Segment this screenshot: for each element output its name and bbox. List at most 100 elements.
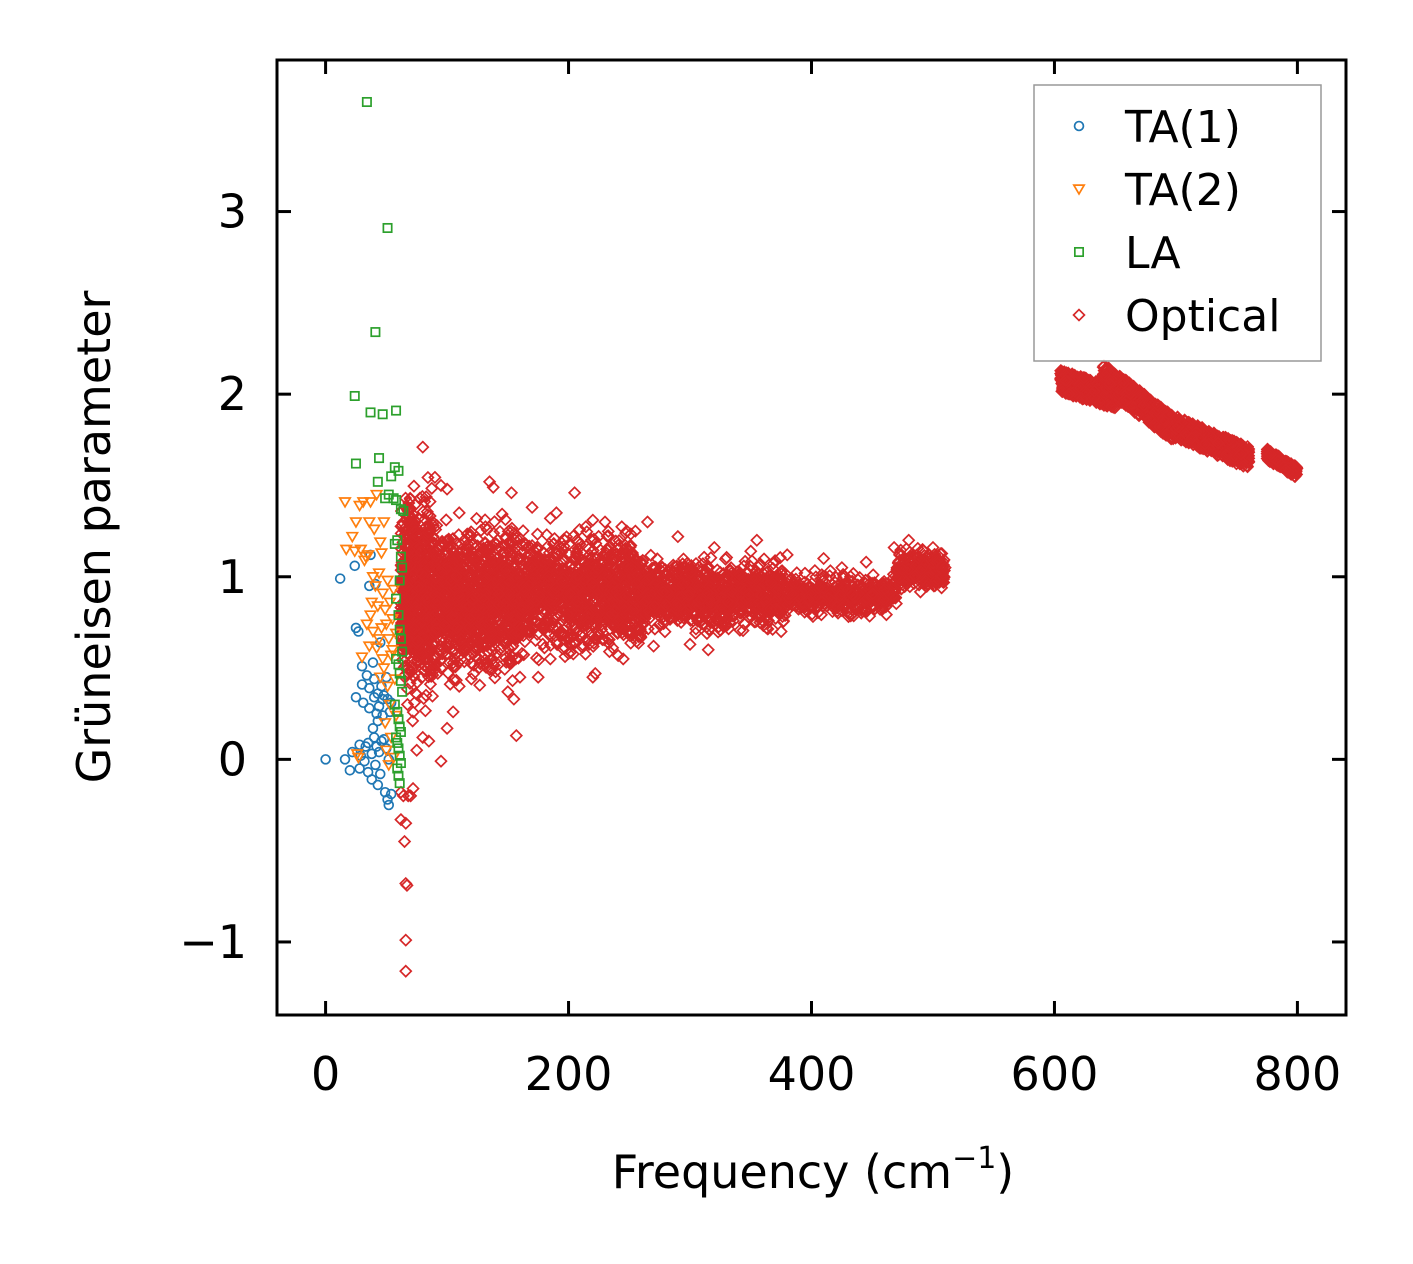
optical-point — [456, 579, 470, 593]
optical-point — [570, 545, 584, 559]
optical-point — [397, 528, 411, 543]
optical-point — [830, 600, 844, 614]
optical-point — [434, 652, 448, 667]
optical-point — [677, 560, 691, 574]
optical-point — [579, 592, 594, 606]
optical-point — [551, 543, 565, 557]
optical-point — [704, 614, 718, 628]
optical-point — [499, 620, 514, 634]
optical-point — [1073, 381, 1088, 395]
optical-point — [593, 586, 607, 601]
optical-point — [748, 582, 762, 596]
optical-point — [710, 571, 724, 585]
optical-point — [502, 585, 517, 599]
optical-point — [696, 617, 710, 632]
optical-point — [570, 594, 585, 608]
optical-point — [442, 634, 456, 649]
optical-point — [429, 616, 444, 631]
optical-point — [557, 532, 571, 546]
optical-point — [774, 570, 788, 585]
optical-point — [477, 574, 491, 588]
optical-point — [714, 598, 729, 612]
optical-point — [445, 612, 459, 626]
optical-point — [515, 646, 529, 661]
optical-point — [919, 574, 933, 588]
optical-point — [423, 494, 437, 509]
optical-point — [484, 551, 498, 565]
optical-point — [1067, 372, 1081, 386]
optical-point — [684, 565, 698, 579]
optical-point — [549, 619, 564, 634]
optical-point — [523, 548, 537, 562]
optical-point — [488, 642, 502, 656]
optical-point — [430, 594, 444, 608]
optical-point — [549, 581, 563, 595]
optical-point — [679, 606, 693, 620]
optical-point — [596, 632, 611, 646]
optical-point — [561, 581, 576, 595]
optical-point — [622, 548, 636, 562]
optical-point — [576, 586, 590, 601]
optical-point — [461, 537, 475, 551]
optical-point — [620, 524, 634, 538]
optical-point — [409, 655, 423, 669]
optical-point — [586, 580, 601, 594]
optical-point — [656, 591, 671, 605]
optical-point — [1093, 395, 1107, 409]
optical-point — [811, 581, 825, 596]
optical-point — [579, 565, 593, 579]
optical-point — [750, 610, 764, 624]
optical-point — [425, 689, 440, 703]
optical-point — [761, 569, 776, 583]
optical-point — [591, 625, 605, 639]
optical-point — [397, 611, 412, 625]
optical-point — [562, 617, 576, 631]
optical-point — [652, 617, 666, 632]
optical-point — [676, 552, 691, 566]
optical-point — [647, 599, 662, 614]
optical-point — [635, 580, 650, 595]
optical-point — [700, 626, 714, 641]
optical-point — [1104, 399, 1118, 414]
optical-point — [410, 675, 424, 690]
optical-point — [447, 559, 462, 573]
optical-point — [836, 571, 851, 585]
optical-point — [492, 541, 507, 555]
optical-point — [475, 553, 489, 567]
optical-point — [419, 613, 434, 627]
optical-point — [835, 600, 850, 614]
optical-point — [625, 563, 639, 577]
optical-point — [721, 595, 735, 609]
optical-point — [416, 631, 431, 645]
optical-point — [741, 587, 756, 601]
optical-point — [602, 644, 617, 659]
optical-point — [640, 573, 655, 587]
optical-point — [530, 527, 545, 541]
optical-point — [694, 592, 708, 607]
optical-point — [484, 624, 498, 639]
optical-point — [612, 533, 626, 548]
optical-point — [461, 629, 476, 643]
optical-point — [529, 651, 544, 665]
optical-point — [815, 568, 829, 582]
optical-point — [713, 565, 727, 580]
optical-point — [602, 566, 616, 580]
optical-point — [423, 509, 437, 523]
optical-point — [450, 646, 464, 661]
optical-point — [498, 512, 513, 527]
optical-point — [476, 602, 491, 616]
optical-point — [624, 636, 638, 650]
optical-point — [560, 607, 574, 621]
optical-point — [653, 580, 668, 594]
optical-point — [835, 584, 849, 599]
optical-point — [920, 579, 934, 593]
optical-point — [759, 592, 773, 607]
optical-point — [790, 566, 804, 580]
optical-point — [609, 584, 624, 598]
optical-point — [551, 561, 565, 575]
optical-point — [505, 650, 519, 664]
optical-point — [845, 574, 859, 588]
optical-point — [700, 565, 714, 579]
optical-point — [516, 600, 530, 614]
optical-point — [422, 520, 436, 535]
